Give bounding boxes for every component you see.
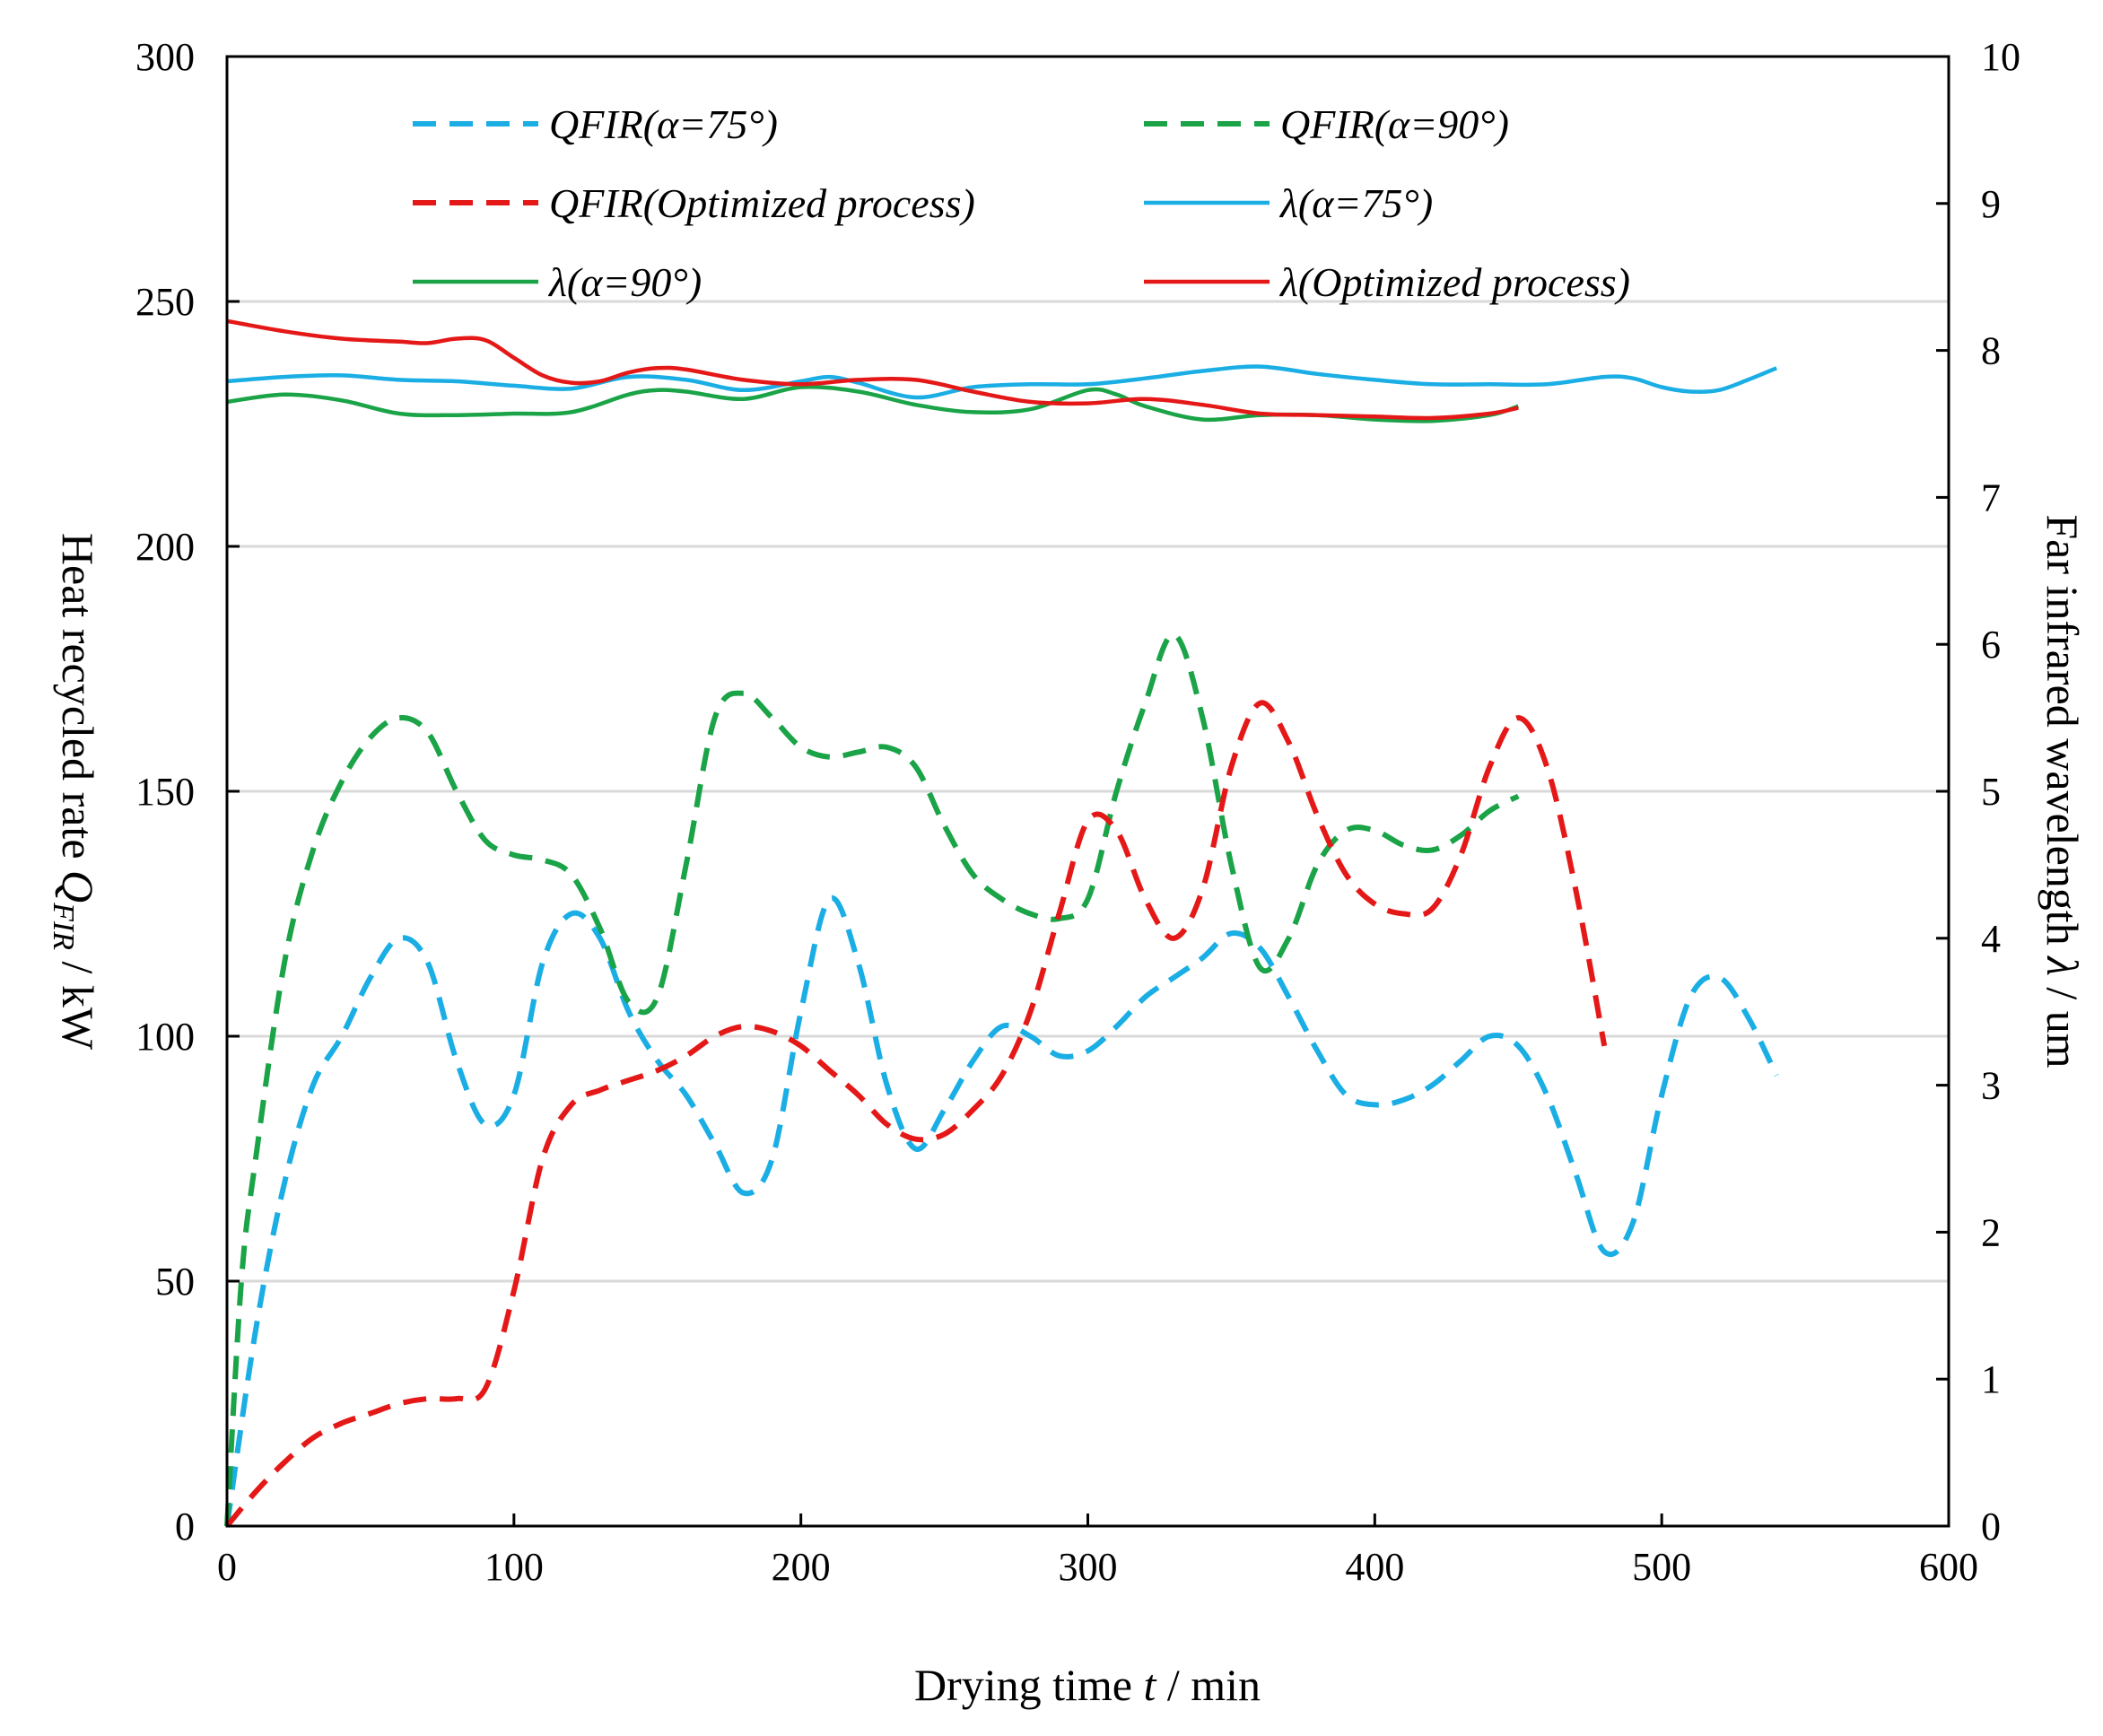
y-right-tick-label: 0 — [1981, 1505, 2001, 1548]
x-tick-label: 600 — [1919, 1545, 1978, 1589]
series-line-4 — [226, 364, 1777, 400]
legend-label-2: QFIR(α=90°) — [1280, 101, 1509, 147]
legend-label-5: λ(α=90°) — [547, 259, 702, 305]
y-left-tick-label: 50 — [155, 1260, 195, 1304]
y-right-tick-label: 6 — [1981, 623, 2001, 667]
y-left-tick-label: 0 — [175, 1505, 195, 1548]
y-right-tick-label: 8 — [1981, 329, 2001, 373]
y-left-tick-label: 200 — [135, 525, 195, 569]
x-axis-title: Drying time t / min — [914, 1660, 1261, 1710]
y-right-axis-title: Far infrared wavelength λ / um — [2038, 514, 2088, 1068]
y-right-tick-label: 7 — [1981, 475, 2001, 519]
y-left-axis-title: Heat recycled rate QFIR / kW — [47, 533, 103, 1051]
y-right-tick-label: 4 — [1981, 917, 2001, 961]
x-tick-label: 300 — [1059, 1545, 1118, 1589]
series-layer — [224, 318, 1779, 1528]
y-right-tick-label: 1 — [1981, 1357, 2001, 1401]
y-left-tick-label: 250 — [135, 280, 195, 324]
legend: QFIR(α=75°) QFIR(α=90°) QFIR(Optimized pro… — [413, 101, 1630, 305]
legend-label-1: QFIR(α=75°) — [549, 101, 778, 147]
x-tick-label: 100 — [484, 1545, 544, 1589]
y-right-axis-ticks: 0 1 2 3 4 5 6 7 8 9 10 — [1936, 35, 2020, 1548]
series-line-3 — [224, 700, 1608, 1528]
series-line-1 — [224, 894, 1779, 1527]
legend-label-6: λ(Optimized process) — [1278, 259, 1630, 305]
y-right-tick-label: 10 — [1981, 35, 2020, 79]
x-tick-label: 500 — [1632, 1545, 1691, 1589]
x-tick-label: 0 — [217, 1545, 237, 1589]
y-left-tick-label: 100 — [135, 1015, 195, 1059]
gridlines — [227, 300, 1949, 1283]
x-axis-ticks: 0 100 200 300 400 500 600 — [217, 1514, 1978, 1589]
y-left-axis-ticks: 0 50 100 150 200 250 300 — [135, 35, 240, 1548]
y-left-tick-label: 300 — [135, 35, 195, 79]
y-left-tick-label: 150 — [135, 770, 195, 814]
series-line-6 — [226, 318, 1519, 421]
y-right-tick-label: 2 — [1981, 1210, 2001, 1254]
series-line-2 — [224, 632, 1520, 1527]
legend-label-3: QFIR(Optimized process) — [549, 180, 975, 226]
legend-label-4: λ(α=75°) — [1278, 180, 1433, 226]
y-right-tick-label: 9 — [1981, 182, 2001, 226]
x-tick-label: 400 — [1345, 1545, 1404, 1589]
y-right-tick-label: 3 — [1981, 1064, 2001, 1108]
x-tick-label: 200 — [772, 1545, 831, 1589]
y-right-tick-label: 5 — [1981, 770, 2001, 814]
